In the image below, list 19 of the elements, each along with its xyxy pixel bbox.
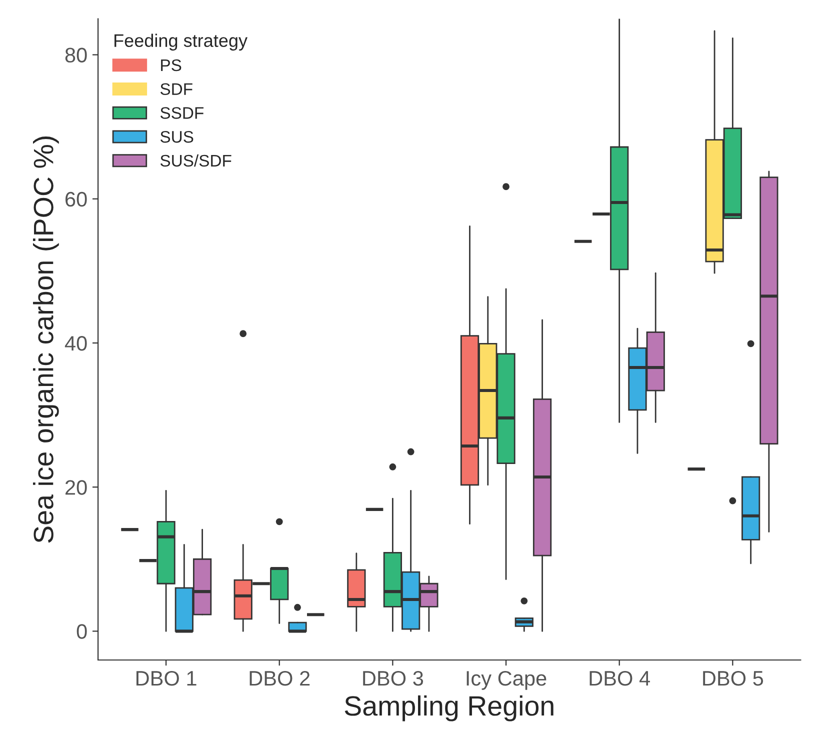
legend-label: SUS/SDF (160, 154, 232, 167)
legend-title: Feeding strategy (114, 34, 248, 51)
x-axis-title: Sampling Region (344, 695, 554, 722)
y-axis-title: Sea ice organic carbon (iPOC %) (33, 136, 59, 543)
x-tick-label: DBO 5 (703, 670, 764, 686)
x-tick-label: DBO 3 (363, 670, 424, 686)
y-tick-label: 20 (66, 480, 87, 495)
legend-label: SDF (160, 83, 192, 96)
y-tick-label: 60 (66, 192, 87, 207)
y-tick-label: 0 (76, 624, 87, 639)
y-tick-label: 40 (64, 336, 87, 351)
y-tick-label: 80 (65, 48, 87, 63)
x-tick-label: DBO 4 (590, 670, 650, 686)
legend-label: SSDF (160, 107, 204, 119)
legend-label: SUS (160, 130, 194, 143)
x-tick-label: Icy Cape (466, 670, 546, 690)
legend-label: PS (161, 59, 182, 72)
x-tick-label: DBO 2 (250, 670, 310, 686)
x-tick-label: DBO 1 (136, 670, 196, 686)
